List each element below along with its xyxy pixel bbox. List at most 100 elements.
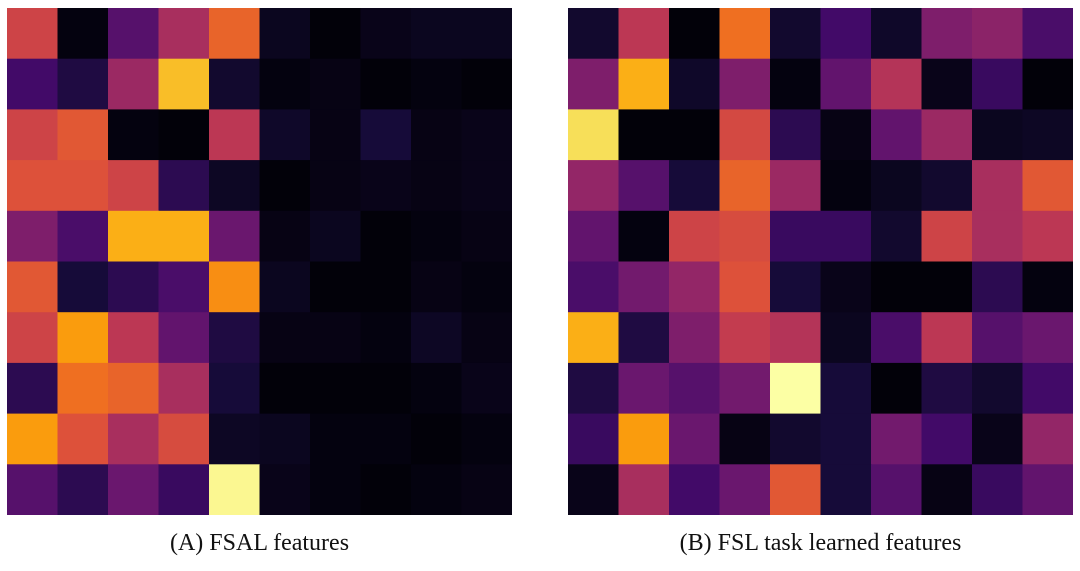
heatmap-b-cell-r3-c8 xyxy=(972,160,1024,212)
heatmap-a-cell-r6-c9 xyxy=(461,312,512,364)
heatmap-b-cell-r4-c5 xyxy=(820,210,872,263)
heatmap-b-cell-r9-c6 xyxy=(871,464,923,515)
heatmap-a-cell-r3-c7 xyxy=(360,160,412,212)
heatmap-a-cell-r8-c8 xyxy=(411,413,463,465)
heatmap-a-cell-r6-c4 xyxy=(209,312,261,364)
heatmap-b-cell-r6-c5 xyxy=(820,312,872,364)
heatmap-a-cell-r5-c8 xyxy=(411,261,463,313)
heatmap-b-cell-r9-c7 xyxy=(921,464,973,515)
heatmap-b-cell-r4-c8 xyxy=(972,210,1024,263)
heatmap-a-cell-r2-c3 xyxy=(158,109,210,161)
heatmap-b-cell-r0-c6 xyxy=(871,8,923,60)
heatmap-a-cell-r0-c4 xyxy=(209,8,261,60)
heatmap-b-cell-r3-c4 xyxy=(770,160,822,212)
heatmap-a-cell-r1-c7 xyxy=(360,58,412,110)
heatmap-a-cell-r5-c6 xyxy=(310,261,362,313)
heatmap-a-cell-r5-c7 xyxy=(360,261,412,313)
heatmap-b-cell-r7-c3 xyxy=(719,362,771,415)
heatmap-b-cell-r3-c9 xyxy=(1022,160,1073,212)
heatmap-a-cell-r2-c2 xyxy=(108,109,160,161)
heatmap-a-cell-r4-c2 xyxy=(108,210,160,263)
heatmap-b-cell-r1-c7 xyxy=(921,58,973,110)
heatmap-b-cell-r0-c9 xyxy=(1022,8,1073,60)
heatmap-b-cell-r9-c9 xyxy=(1022,464,1073,515)
heatmap-a-cell-r9-c6 xyxy=(310,464,362,515)
heatmap-b-cell-r3-c6 xyxy=(871,160,923,212)
heatmap-b-cell-r4-c9 xyxy=(1022,210,1073,263)
heatmap-a-cell-r4-c8 xyxy=(411,210,463,263)
heatmap-a-cell-r3-c4 xyxy=(209,160,261,212)
heatmap-b-cell-r3-c2 xyxy=(669,160,721,212)
heatmap-b-cell-r8-c7 xyxy=(921,413,973,465)
heatmap-a-cell-r4-c4 xyxy=(209,210,261,263)
heatmap-a-cell-r4-c1 xyxy=(57,210,109,263)
heatmap-b-cell-r9-c0 xyxy=(568,464,620,515)
heatmap-a-cell-r7-c3 xyxy=(158,362,210,415)
heatmap-b-cell-r6-c2 xyxy=(669,312,721,364)
heatmap-a-cell-r1-c3 xyxy=(158,58,210,110)
heatmap-b-cell-r2-c7 xyxy=(921,109,973,161)
heatmap-b-cell-r1-c5 xyxy=(820,58,872,110)
heatmap-b-cell-r5-c8 xyxy=(972,261,1024,313)
heatmap-a-cell-r1-c1 xyxy=(57,58,109,110)
heatmap-b-cell-r8-c3 xyxy=(719,413,771,465)
heatmap-b-cell-r9-c4 xyxy=(770,464,822,515)
heatmap-b-cell-r0-c1 xyxy=(618,8,670,60)
heatmap-b-cell-r9-c2 xyxy=(669,464,721,515)
heatmap-b-cell-r7-c9 xyxy=(1022,362,1073,415)
heatmap-panel-b xyxy=(568,8,1073,515)
heatmap-b-cell-r3-c5 xyxy=(820,160,872,212)
heatmap-a-cell-r7-c8 xyxy=(411,362,463,415)
heatmap-a-cell-r0-c9 xyxy=(461,8,512,60)
heatmap-a-cell-r1-c5 xyxy=(259,58,311,110)
heatmap-b-cell-r7-c6 xyxy=(871,362,923,415)
heatmap-b-cell-r3-c1 xyxy=(618,160,670,212)
heatmap-b-cell-r7-c4 xyxy=(770,362,822,415)
heatmap-b-cell-r2-c5 xyxy=(820,109,872,161)
heatmap-b-cell-r8-c1 xyxy=(618,413,670,465)
heatmap-b-cell-r2-c3 xyxy=(719,109,771,161)
heatmap-a-cell-r7-c4 xyxy=(209,362,261,415)
heatmap-b-cell-r2-c4 xyxy=(770,109,822,161)
heatmap-a-cell-r5-c2 xyxy=(108,261,160,313)
heatmap-a-cell-r6-c5 xyxy=(259,312,311,364)
heatmap-b-cell-r6-c3 xyxy=(719,312,771,364)
heatmap-b-cell-r5-c2 xyxy=(669,261,721,313)
heatmap-a-cell-r5-c3 xyxy=(158,261,210,313)
heatmap-b-cell-r6-c9 xyxy=(1022,312,1073,364)
heatmap-b-cell-r9-c3 xyxy=(719,464,771,515)
heatmap-a-cell-r7-c5 xyxy=(259,362,311,415)
heatmap-a-cell-r9-c5 xyxy=(259,464,311,515)
heatmap-b-cell-r6-c7 xyxy=(921,312,973,364)
heatmap-a-cell-r1-c8 xyxy=(411,58,463,110)
heatmap-b-cell-r5-c5 xyxy=(820,261,872,313)
heatmap-a-cell-r0-c1 xyxy=(57,8,109,60)
heatmap-b-cell-r2-c6 xyxy=(871,109,923,161)
heatmap-b-cell-r7-c5 xyxy=(820,362,872,415)
heatmap-b-cell-r6-c4 xyxy=(770,312,822,364)
heatmap-a-cell-r1-c2 xyxy=(108,58,160,110)
heatmap-a xyxy=(7,8,512,515)
heatmap-a-cell-r5-c1 xyxy=(57,261,109,313)
heatmap-b-cell-r3-c7 xyxy=(921,160,973,212)
heatmap-a-cell-r0-c5 xyxy=(259,8,311,60)
heatmap-a-cell-r3-c9 xyxy=(461,160,512,212)
heatmap-b-cell-r2-c8 xyxy=(972,109,1024,161)
heatmap-a-cell-r3-c1 xyxy=(57,160,109,212)
heatmap-b-cell-r6-c1 xyxy=(618,312,670,364)
heatmap-b-cell-r1-c9 xyxy=(1022,58,1073,110)
heatmap-b-cell-r0-c4 xyxy=(770,8,822,60)
heatmap-b-cell-r4-c6 xyxy=(871,210,923,263)
heatmap-a-cell-r9-c2 xyxy=(108,464,160,515)
heatmap-a-cell-r3-c8 xyxy=(411,160,463,212)
heatmap-a-cell-r5-c9 xyxy=(461,261,512,313)
heatmap-b-cell-r5-c9 xyxy=(1022,261,1073,313)
heatmap-a-cell-r0-c7 xyxy=(360,8,412,60)
heatmap-a-cell-r9-c4 xyxy=(209,464,261,515)
heatmap-b-cell-r4-c3 xyxy=(719,210,771,263)
caption-a: (A) FSAL features xyxy=(169,530,350,556)
heatmap-a-cell-r1-c0 xyxy=(7,58,59,110)
heatmap-a-cell-r6-c6 xyxy=(310,312,362,364)
heatmap-a-cell-r8-c7 xyxy=(360,413,412,465)
heatmap-a-cell-r6-c2 xyxy=(108,312,160,364)
